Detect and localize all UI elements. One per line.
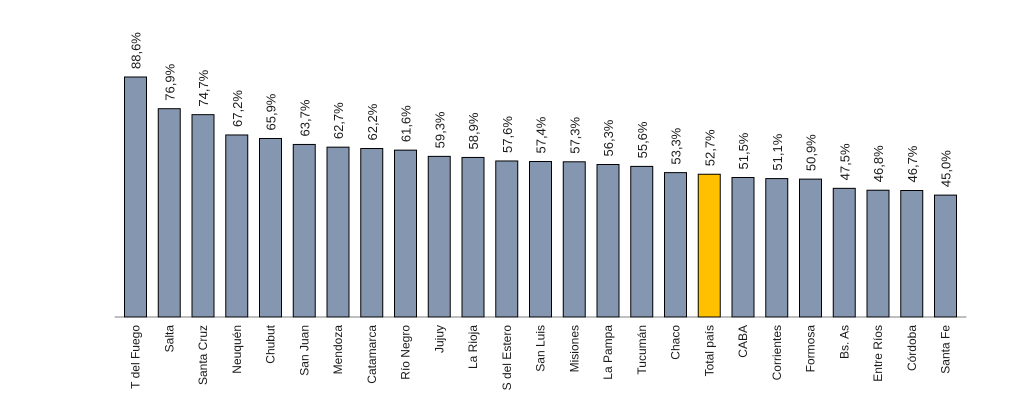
bar-4: [259, 137, 282, 318]
category-label-21: Bs. As: [837, 325, 851, 359]
value-label-17: 52,7%: [702, 129, 717, 166]
category-label-5: San Juan: [297, 325, 311, 376]
value-label-23: 46,7%: [905, 145, 920, 182]
category-label-7: Catamarca: [365, 325, 379, 384]
value-label-14: 56,3%: [601, 119, 616, 156]
bar-15: [630, 165, 654, 318]
bar-20: [799, 178, 822, 318]
value-label-13: 57,3%: [567, 116, 582, 153]
category-label-1: Salta: [162, 325, 176, 353]
bar-3: [225, 134, 249, 318]
category-label-12: San Luis: [534, 325, 548, 372]
category-label-6: Mendoza: [331, 325, 345, 375]
value-label-4: 65,9%: [264, 93, 279, 130]
bar-23: [900, 189, 924, 318]
value-label-24: 45,0%: [939, 150, 954, 187]
bar-11: [495, 160, 519, 318]
value-label-2: 74,7%: [196, 69, 211, 106]
value-label-3: 67,2%: [230, 90, 245, 127]
category-label-13: Misiones: [567, 325, 581, 372]
category-label-18: CABA: [736, 325, 750, 358]
category-label-22: Entre Ríos: [871, 325, 885, 382]
bar-1: [157, 108, 181, 318]
category-label-10: La Rioja: [466, 325, 480, 369]
value-label-12: 57,4%: [534, 116, 549, 153]
bar-24: [934, 194, 957, 318]
category-label-24: Santa Fe: [939, 325, 953, 374]
category-label-14: La Pampa: [601, 325, 615, 380]
category-label-16: Chaco: [669, 325, 683, 360]
bar-18: [731, 176, 755, 318]
category-label-2: Santa Cruz: [196, 325, 210, 385]
value-label-10: 58,9%: [466, 112, 481, 149]
bar-17: [697, 173, 721, 318]
bar-13: [562, 161, 586, 318]
value-label-22: 46,8%: [871, 145, 886, 182]
bar-19: [765, 178, 789, 318]
category-label-15: Tucumán: [635, 325, 649, 375]
bar-10: [461, 156, 485, 318]
bar-21: [832, 187, 856, 318]
value-label-9: 59,3%: [432, 111, 447, 148]
value-label-15: 55,6%: [635, 121, 650, 158]
value-label-8: 61,6%: [399, 105, 414, 142]
bar-12: [529, 161, 552, 318]
category-label-8: Río Negro: [399, 325, 413, 380]
value-label-6: 62,7%: [331, 102, 346, 139]
value-label-7: 62,2%: [365, 103, 380, 140]
value-label-19: 51,1%: [770, 133, 785, 170]
bar-5: [292, 143, 316, 318]
category-label-0: T del Fuego: [129, 325, 143, 389]
value-label-16: 53,3%: [669, 127, 684, 164]
category-label-9: Jujuy: [432, 325, 446, 353]
category-label-4: Chubut: [264, 324, 278, 363]
category-label-19: Corrientes: [770, 325, 784, 380]
category-label-23: Córdoba: [905, 325, 919, 371]
bar-22: [866, 189, 890, 318]
value-label-5: 63,7%: [297, 99, 312, 136]
bar-6: [326, 146, 350, 318]
bar-0: [124, 76, 147, 318]
value-label-21: 47,5%: [837, 143, 852, 180]
value-label-20: 50,9%: [804, 134, 819, 171]
category-label-11: S del Estero: [500, 325, 514, 391]
bar-14: [596, 163, 620, 318]
category-label-3: Neuquén: [230, 325, 244, 374]
value-label-18: 51,5%: [736, 132, 751, 169]
category-label-17: Total país: [702, 325, 716, 376]
value-label-11: 57,6%: [500, 116, 515, 153]
category-label-20: Formosa: [804, 325, 818, 373]
value-label-1: 76,9%: [162, 63, 177, 100]
bar-8: [394, 149, 417, 318]
bar-7: [360, 148, 384, 318]
bar-2: [191, 114, 215, 318]
bar-16: [664, 172, 687, 318]
bar-9: [427, 155, 451, 318]
value-label-0: 88,6%: [129, 32, 144, 69]
